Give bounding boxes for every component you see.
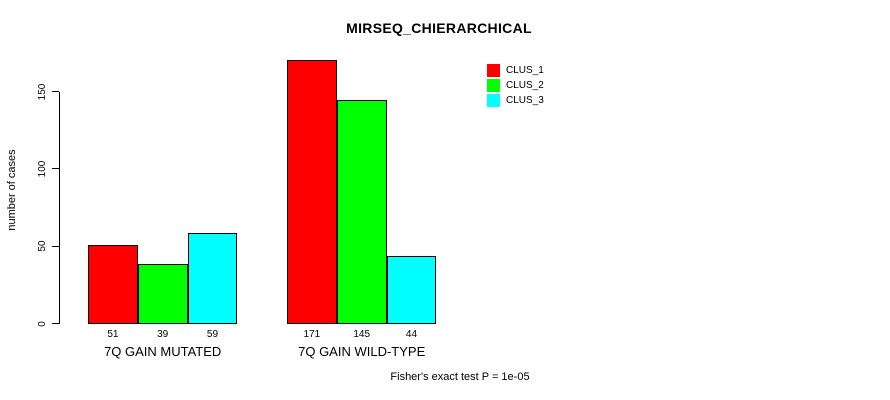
bar-clus_1-group2 xyxy=(287,59,337,324)
y-axis-tick-label: 150 xyxy=(37,83,48,100)
bar-value-label: 171 xyxy=(303,328,321,340)
y-axis-tick-label: 0 xyxy=(37,320,48,327)
bar-value-label: 51 xyxy=(107,328,119,340)
y-axis-tick xyxy=(52,323,59,324)
legend-swatch-clus_3 xyxy=(487,94,500,107)
bar-value-label: 59 xyxy=(206,328,219,340)
y-axis-tick xyxy=(52,91,59,92)
legend-label: CLUS_3 xyxy=(506,95,544,106)
legend: CLUS_1 CLUS_2 CLUS_3 xyxy=(487,63,544,108)
footnote: Fisher's exact test P = 1e-05 xyxy=(390,371,530,383)
legend-item-clus_3: CLUS_3 xyxy=(487,93,544,108)
legend-swatch-clus_1 xyxy=(487,64,500,77)
bar-clus_1-group1 xyxy=(88,244,138,324)
legend-item-clus_2: CLUS_2 xyxy=(487,78,544,93)
chart-title: MIRSEQ_CHIERARCHICAL xyxy=(346,20,532,36)
y-axis-tick-label: 100 xyxy=(37,160,48,178)
legend-label: CLUS_1 xyxy=(506,65,544,76)
y-axis-tick-label: 50 xyxy=(37,240,48,252)
y-axis-line xyxy=(59,91,60,324)
bar-value-label: 145 xyxy=(353,328,371,340)
legend-label: CLUS_2 xyxy=(506,80,544,91)
y-axis-tick xyxy=(52,245,59,247)
legend-item-clus_1: CLUS_1 xyxy=(487,63,544,78)
y-axis-label: number of cases xyxy=(6,149,18,231)
bar-clus_3-group1 xyxy=(187,232,238,324)
bar-clus_3-group2 xyxy=(386,255,437,324)
legend-swatch-clus_2 xyxy=(487,79,500,92)
x-axis-category-label: 7Q GAIN WILD-TYPE xyxy=(298,343,426,359)
bar-clus_2-group2 xyxy=(336,99,387,324)
bar-clus_2-group1 xyxy=(137,263,188,324)
bar-value-label: 44 xyxy=(405,328,418,340)
x-axis-category-label: 7Q GAIN MUTATED xyxy=(104,343,222,359)
bar-value-label: 39 xyxy=(157,328,169,340)
y-axis-tick xyxy=(52,168,59,170)
